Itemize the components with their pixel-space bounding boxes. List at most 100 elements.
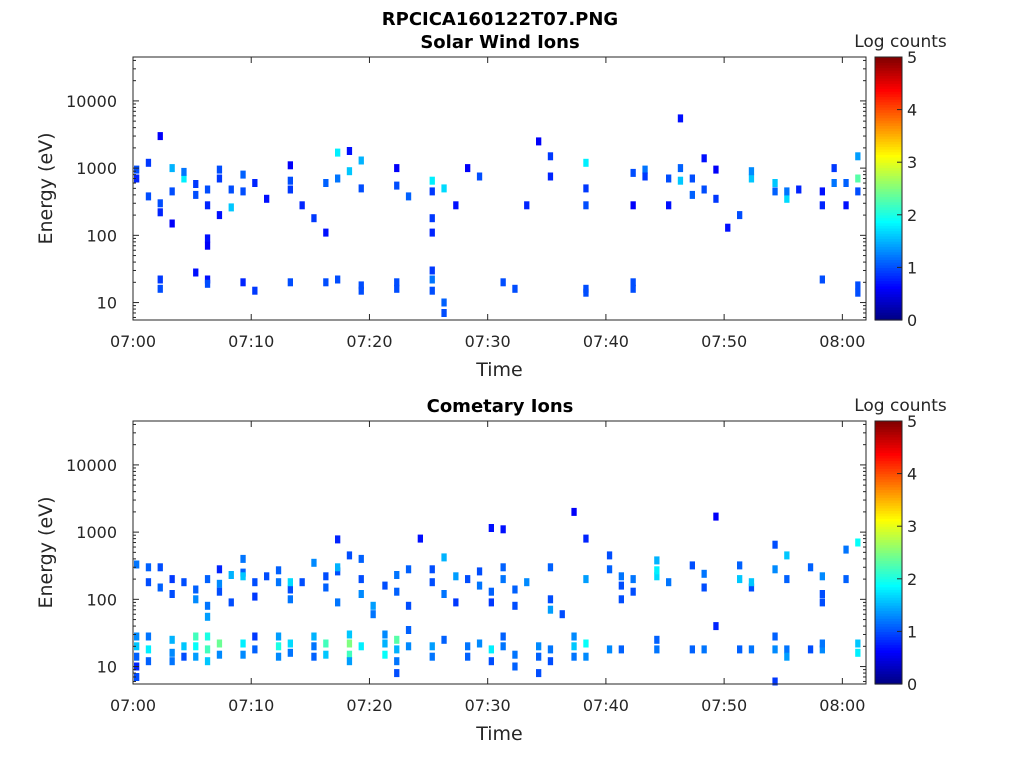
heatmap-cell [476, 172, 483, 181]
heatmap-cell [335, 148, 341, 157]
heatmap-cell [701, 569, 707, 578]
colorbar-segment [875, 267, 902, 271]
colorbar-segment [875, 285, 902, 290]
colorbar-segment [875, 586, 902, 590]
heatmap-cell [252, 645, 258, 654]
colorbar-segment [875, 146, 902, 150]
heatmap-cell [855, 648, 861, 657]
colorbar-segment [875, 93, 902, 98]
heatmap-cell [204, 241, 211, 250]
heatmap-cell [831, 164, 837, 173]
colorbar-segment [875, 80, 902, 84]
colorbar-segment [875, 581, 902, 585]
heatmap-cell [323, 583, 329, 592]
heatmap-cell [145, 578, 152, 587]
colorbar-segment [875, 133, 902, 137]
heatmap-cell [181, 652, 187, 661]
heatmap-cell [134, 632, 140, 641]
colorbar-segment [875, 607, 902, 611]
colorbar-segment [875, 442, 902, 446]
heatmap-cell [240, 554, 246, 563]
heatmap-cell [476, 581, 483, 590]
heatmap-cell [689, 561, 695, 570]
colorbar-segment [875, 547, 902, 551]
heatmap-cell [547, 605, 554, 614]
heatmap-cell [323, 650, 329, 659]
heatmap-cell [275, 652, 282, 661]
heatmap-cell [382, 650, 388, 659]
heatmap-cell [583, 652, 589, 661]
heatmap-cell [240, 639, 246, 648]
colorbar-segment [875, 256, 902, 261]
colorbar-segment [875, 578, 902, 583]
y-axis-label: Energy (eV) [35, 496, 57, 608]
heatmap-cell [583, 201, 589, 210]
heatmap-cell [500, 563, 506, 572]
heatmap-cell [346, 147, 353, 155]
heatmap-cell [630, 587, 636, 596]
heatmap-cell [181, 642, 187, 651]
colorbar-segment [875, 85, 902, 90]
heatmap-cell [157, 208, 163, 217]
colorbar-segment [875, 662, 902, 667]
heatmap-cell [737, 645, 743, 654]
heatmap-cell [405, 601, 412, 610]
heatmap-cell [547, 595, 554, 604]
x-tick-label: 07:30 [465, 696, 511, 715]
colorbar-segment [875, 309, 902, 313]
heatmap-cell [323, 228, 329, 237]
colorbar-segment [875, 306, 902, 311]
colorbar-segment [875, 272, 902, 276]
heatmap-cell [157, 583, 163, 592]
heatmap-cell [843, 179, 849, 187]
heatmap-cell [441, 184, 447, 193]
heatmap-cell [169, 219, 175, 228]
heatmap-cell [748, 578, 755, 587]
colorbar-segment [875, 549, 902, 554]
x-tick-label: 07:40 [583, 696, 629, 715]
heatmap-cell [536, 669, 542, 678]
colorbar-segment [875, 130, 902, 134]
heatmap-cell [500, 575, 506, 584]
colorbar-segment [875, 175, 902, 179]
x-tick-label: 07:00 [110, 332, 156, 351]
colorbar-segment [875, 660, 902, 664]
colorbar-segment [875, 470, 902, 475]
heatmap-cell [346, 551, 353, 560]
x-tick-label: 07:10 [228, 696, 274, 715]
heatmap-cell [713, 512, 719, 521]
colorbar-segment [875, 106, 902, 111]
heatmap-cell [323, 572, 329, 581]
colorbar-segment [875, 75, 902, 79]
heatmap-cell [737, 211, 743, 220]
heatmap-cell [807, 563, 814, 572]
colorbar-segment [875, 515, 902, 519]
heatmap-cell [405, 626, 412, 634]
colorbar-tick-label: 5 [907, 412, 917, 431]
colorbar-segment [875, 149, 902, 153]
colorbar-segment [875, 196, 902, 200]
colorbar-segment [875, 563, 902, 567]
colorbar-segment [875, 78, 902, 82]
heatmap-cell [287, 161, 293, 170]
colorbar-segment [875, 652, 902, 656]
heatmap-cells [134, 114, 861, 317]
heatmap-cell [405, 565, 412, 574]
heatmap-cell [358, 184, 364, 193]
colorbar-segment [875, 72, 902, 77]
heatmap-cell [772, 187, 778, 196]
colorbar-segment [875, 167, 902, 171]
heatmap-cell [335, 598, 341, 607]
colorbar-tick-label: 1 [907, 622, 917, 641]
colorbar-segment [875, 676, 902, 680]
heatmap-cell [654, 566, 660, 575]
heatmap-cell [536, 652, 542, 661]
heatmap-cell [335, 535, 341, 544]
colorbar-segment [875, 594, 902, 598]
colorbar-segment [875, 618, 902, 622]
colorbar-segment [875, 520, 902, 525]
colorbar-segment [875, 217, 902, 221]
heatmap-cell [465, 575, 471, 584]
heatmap-cell [204, 201, 211, 210]
colorbar-segment [875, 523, 902, 527]
